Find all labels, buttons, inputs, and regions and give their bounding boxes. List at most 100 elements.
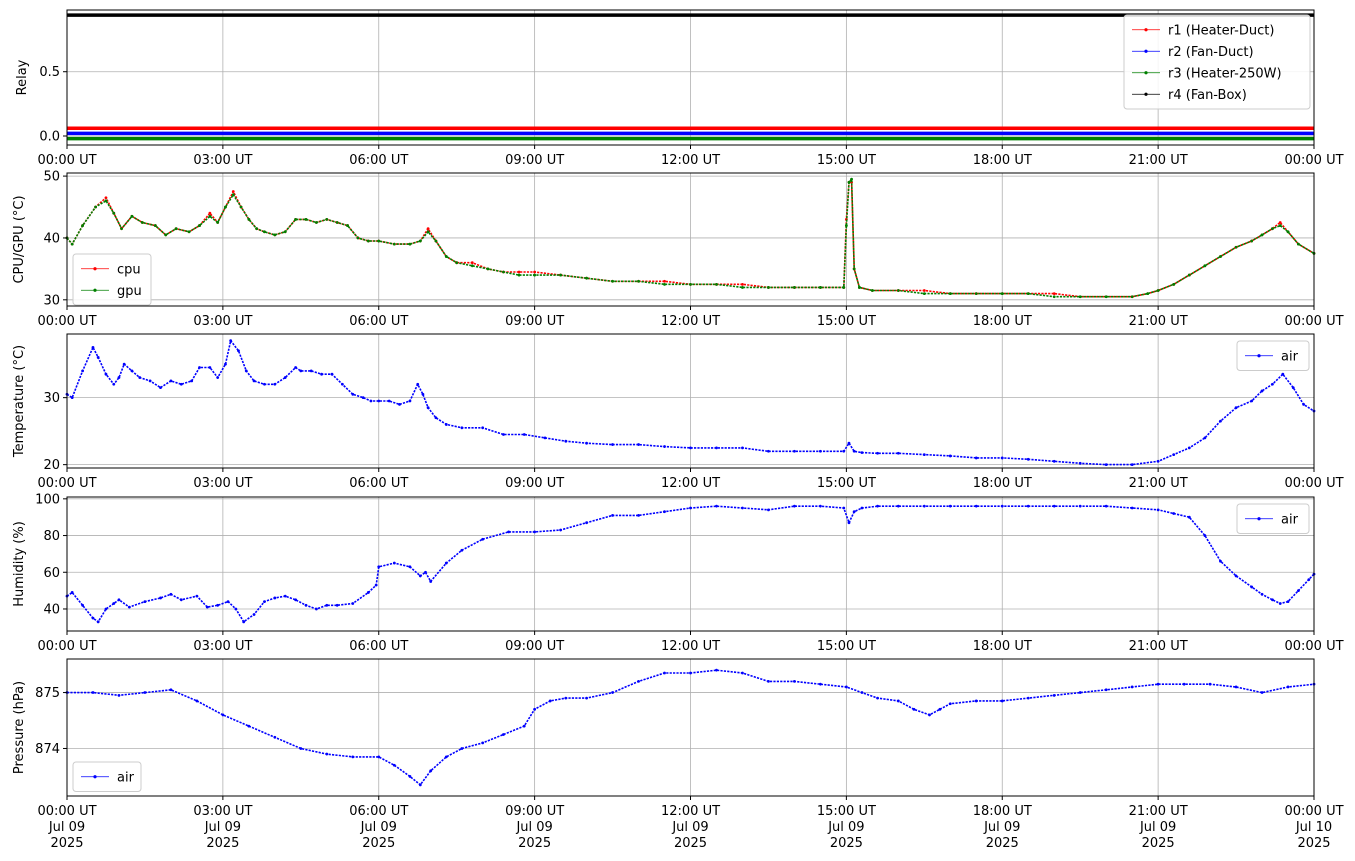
series-air-point [335,603,339,607]
legend: r1 (Heater-Duct) r2 (Fan-Duct) r3 (Heater-… [1123,14,1311,110]
x-tick-label: 00:00 UT [37,153,96,168]
legend-entry-label: gpu [117,284,142,299]
legend-entry-label: air [1281,349,1299,364]
series-air-point [1052,693,1056,697]
series-gpu-point [294,217,298,221]
series-air-point [81,369,84,373]
x-tick-label: 21:00 UT Jul 09 2025 [1129,804,1188,851]
series-air-point [715,446,718,450]
series-air-point [224,362,227,366]
x-tick-label: 18:00 UT [973,153,1032,168]
series-gpu-point [216,221,220,224]
series-air-point [1172,512,1176,515]
series-air-point [1026,696,1030,700]
series-air-point [366,591,370,594]
series-air-point [507,530,511,534]
legend: air [72,761,142,792]
y-tick-label: 50 [43,170,60,185]
series-gpu-point [304,217,308,221]
y-tick-label: 60 [43,566,60,581]
series-air-point [974,504,978,508]
series-air-point [1156,508,1160,512]
series-gpu-point [850,177,853,181]
series-air-point [1307,578,1311,582]
series-air-point [689,446,692,450]
grid [66,173,1315,306]
series-gpu-point [1219,255,1222,258]
series-air-point [216,376,220,379]
series-cpu-point [741,282,744,286]
series-gpu-point [255,227,259,231]
series-air-point [793,504,796,508]
x-tick-label: 00:00 UT Jul 09 2025 [37,804,96,851]
series-air-point [741,506,744,510]
series-gpu-point [444,255,448,258]
series-air-point [715,668,718,672]
series-air-point [179,598,183,602]
series-air-point [842,449,846,453]
y-tick-label: 875 [35,686,60,701]
series-gpu-point [1146,292,1150,296]
legend-entry-label: r2 (Fan-Duct) [1168,45,1254,60]
x-tick-label: 09:00 UT [505,314,564,329]
series-air-point [1271,598,1274,602]
series-air-point [793,679,796,683]
series-air-point [559,528,563,532]
series-air-point [860,451,864,454]
series-air-point [1234,574,1238,578]
series-gpu-point [283,230,287,234]
series-gpu-point [1130,295,1134,299]
x-tick-label: 09:00 UT [505,153,564,168]
series-gpu-point [948,292,952,296]
legend-swatch-marker [1257,517,1261,521]
x-tick-label: 03:00 UT [193,639,252,654]
series-gpu-point [418,239,422,243]
series-air-point [502,433,505,436]
x-tick-label: 15:00 UT [817,476,876,491]
series-gpu-point [1271,227,1274,231]
series-air-point [294,366,298,369]
series-air-point [190,379,194,383]
series-air-point [208,366,212,369]
y-tick-label: 0.0 [39,130,60,145]
series-air-point [1026,457,1030,461]
series-air-point [1000,456,1004,460]
series-air-point [1281,372,1285,376]
series-air-point [434,416,438,420]
series-gpu-point [741,286,744,289]
series-gpu-point [426,230,430,234]
series-gpu-point [974,292,978,296]
series-air-point [663,445,666,448]
series-air-point [876,696,879,700]
series-group [65,339,1316,467]
series-gpu-point [325,217,329,221]
series-air-point [502,733,505,736]
series-air-point [273,735,277,739]
series-cpu-point [208,211,212,215]
series-air-point [309,369,313,373]
series-air-point [533,530,537,534]
series-gpu-point [1172,282,1176,286]
series-gpu-point [140,221,144,224]
series-air-point [247,724,251,728]
series-air-point [159,596,162,600]
series-air-point [928,713,931,717]
series-air-point [522,724,526,728]
series-air-point [611,443,614,446]
x-tick-label: 09:00 UT [505,639,564,654]
series-air-point [1286,600,1290,604]
series-air-point [818,449,822,453]
series-air-point [216,603,220,607]
series-air-point [1208,682,1212,686]
series-air-point [1078,504,1082,508]
series-air-point [842,506,846,510]
legend-entry-label: air [117,770,135,785]
series-gpu-point [585,276,588,280]
series-air-point [1260,592,1264,596]
series-air-point [444,755,448,759]
legend-entry-label: r4 (Fan-Box) [1168,88,1247,103]
series-gpu-point [1026,292,1030,296]
series-air-point [663,510,666,514]
y-tick-label: 30 [43,391,60,406]
